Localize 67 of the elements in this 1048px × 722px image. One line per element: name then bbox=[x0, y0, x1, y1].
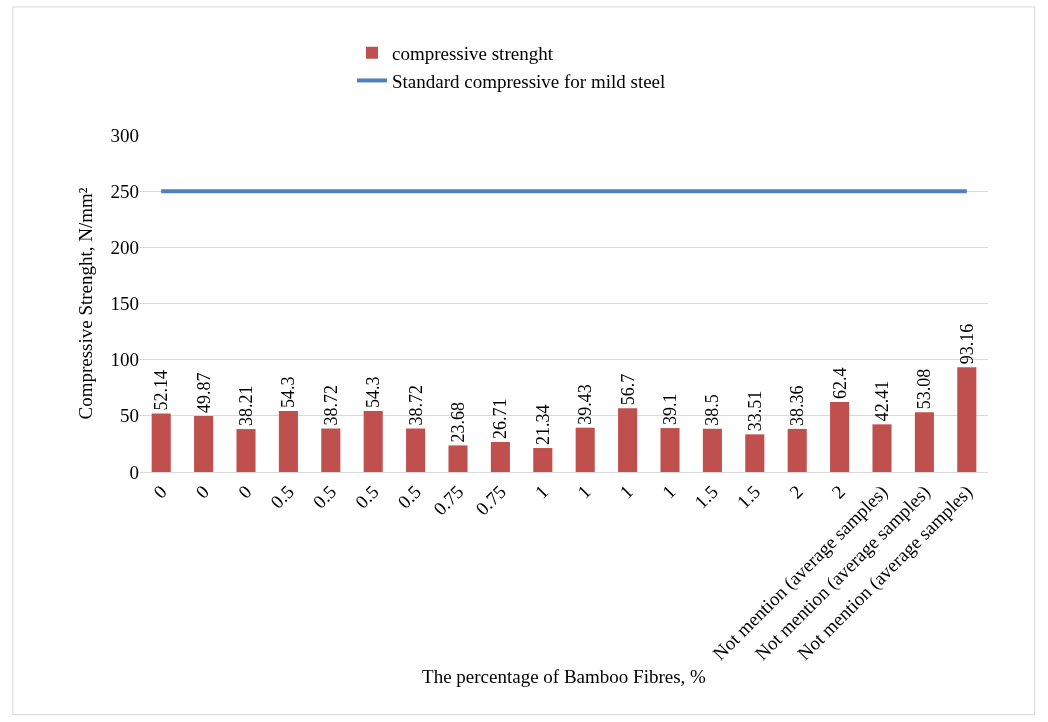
legend-label: compressive strenght bbox=[392, 43, 554, 65]
bar bbox=[872, 424, 892, 472]
y-tick-label: 200 bbox=[110, 236, 139, 258]
data-label: 23.68 bbox=[448, 401, 468, 443]
y-axis-title: Compressive Strenght, N/mm² bbox=[75, 187, 96, 420]
y-tick-label: 50 bbox=[120, 405, 139, 427]
bar bbox=[957, 367, 977, 472]
bar bbox=[660, 428, 680, 472]
bar bbox=[363, 411, 383, 472]
data-label: 52.14 bbox=[151, 369, 172, 411]
x-tick-label: 0.5 bbox=[393, 481, 426, 513]
data-label: 49.87 bbox=[193, 372, 214, 413]
data-label: 38.5 bbox=[702, 394, 723, 426]
bar bbox=[448, 445, 468, 472]
x-tick-label: 0 bbox=[191, 481, 214, 503]
bar bbox=[575, 427, 595, 472]
legend-label: Standard compressive for mild steel bbox=[392, 70, 666, 92]
data-label: 38.21 bbox=[236, 385, 256, 427]
data-label: 26.71 bbox=[490, 398, 511, 439]
data-label: 62.4 bbox=[829, 367, 850, 399]
y-tick-label: 250 bbox=[110, 180, 139, 202]
y-tick-label: 300 bbox=[110, 124, 139, 146]
x-tick-label: 1 bbox=[615, 481, 638, 503]
x-tick-label: 1 bbox=[573, 481, 595, 503]
data-label: 54.3 bbox=[278, 376, 299, 408]
x-tick-label: 0.5 bbox=[266, 481, 298, 513]
y-tick-label: 0 bbox=[129, 461, 139, 483]
x-tick-label: 0.5 bbox=[351, 481, 383, 513]
x-tick-label: 0 bbox=[149, 481, 171, 503]
data-label: 33.51 bbox=[744, 390, 765, 432]
bar bbox=[830, 401, 850, 472]
x-tick-label: 1.5 bbox=[690, 481, 722, 513]
x-tick-label: 1 bbox=[530, 481, 553, 503]
x-tick-label: 2 bbox=[785, 481, 807, 503]
x-tick-label: 1.5 bbox=[732, 481, 765, 513]
bar bbox=[787, 428, 807, 472]
data-label: 54.3 bbox=[363, 376, 384, 408]
y-tick-label: 150 bbox=[110, 293, 139, 315]
x-tick-label: 0.5 bbox=[308, 481, 341, 513]
bar bbox=[702, 428, 722, 472]
bar bbox=[914, 412, 934, 472]
data-label: 38.72 bbox=[405, 385, 426, 426]
bar bbox=[321, 428, 341, 472]
data-label: 39.1 bbox=[660, 393, 680, 426]
x-axis-title: The percentage of Bamboo Fibres, % bbox=[422, 665, 707, 687]
data-label: 38.36 bbox=[787, 385, 808, 426]
x-tick-label: 0.75 bbox=[471, 481, 510, 520]
bar bbox=[533, 448, 553, 472]
bar bbox=[236, 429, 256, 472]
x-tick-label: 1 bbox=[657, 481, 680, 503]
data-label: 21.34 bbox=[532, 404, 553, 446]
data-label: 42.41 bbox=[872, 380, 892, 422]
x-tick-label: 0.75 bbox=[429, 481, 468, 520]
y-tick-label: 100 bbox=[110, 349, 139, 371]
x-tick-label: 0 bbox=[233, 481, 256, 503]
bar bbox=[278, 411, 298, 472]
bar bbox=[151, 413, 171, 472]
bar bbox=[490, 442, 510, 472]
data-label: 38.72 bbox=[320, 385, 341, 426]
data-label: 53.08 bbox=[914, 368, 935, 410]
data-label: 56.7 bbox=[617, 373, 638, 406]
data-label: 39.43 bbox=[575, 384, 596, 425]
bar bbox=[618, 408, 638, 472]
bar bbox=[194, 415, 214, 472]
bar bbox=[745, 434, 765, 472]
data-label: 93.16 bbox=[956, 323, 977, 365]
bar bbox=[406, 428, 426, 472]
